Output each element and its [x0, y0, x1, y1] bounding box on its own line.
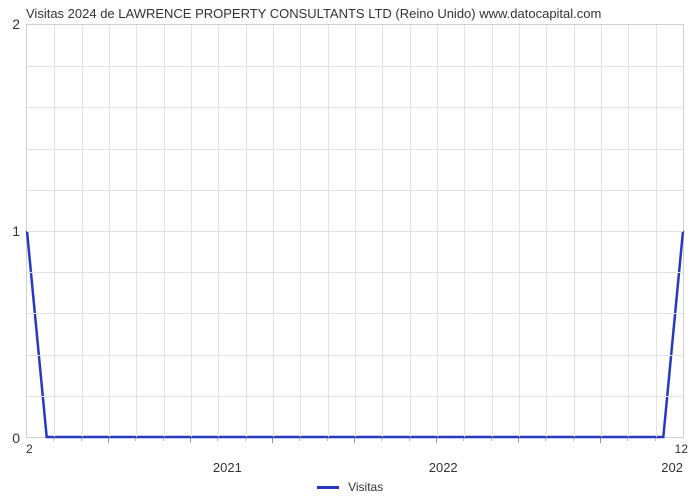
x-year-label: 2022	[429, 460, 458, 475]
legend-label: Visitas	[348, 480, 383, 494]
legend: Visitas	[0, 480, 700, 494]
x-year-label: 202	[661, 460, 683, 475]
plot-area	[26, 24, 684, 438]
y-tick-1: 1	[12, 223, 20, 239]
y-tick-2: 2	[12, 16, 20, 32]
legend-swatch	[317, 486, 339, 489]
x-edge-left: 2	[26, 442, 33, 456]
chart-container: Visitas 2024 de LAWRENCE PROPERTY CONSUL…	[0, 0, 700, 500]
x-year-label: 2021	[213, 460, 242, 475]
y-tick-0: 0	[12, 430, 20, 446]
chart-title: Visitas 2024 de LAWRENCE PROPERTY CONSUL…	[26, 6, 601, 21]
x-edge-right: 12	[675, 442, 688, 456]
